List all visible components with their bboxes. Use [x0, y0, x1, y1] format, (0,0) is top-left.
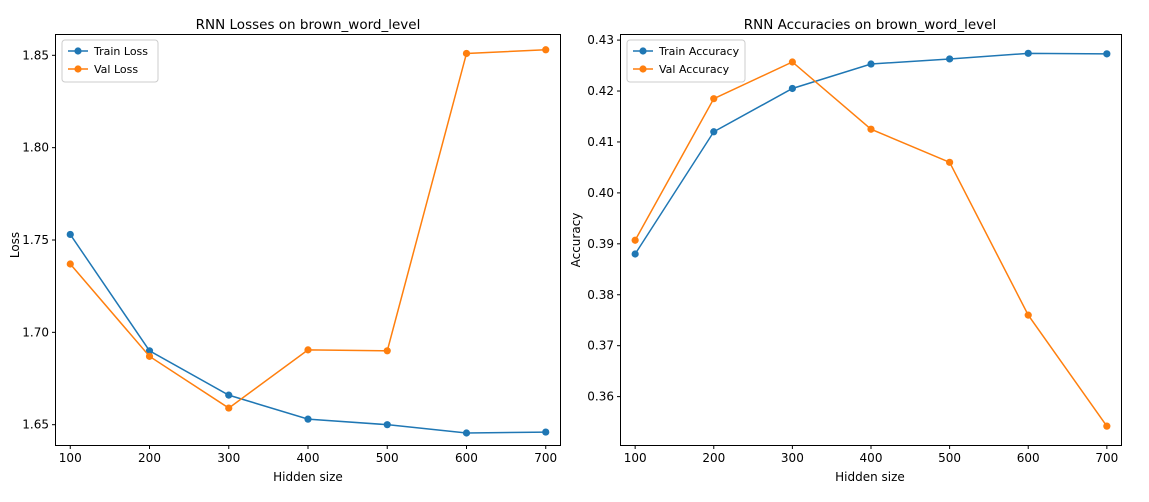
accuracy-chart-xtick-label: 200: [702, 451, 725, 465]
accuracy-chart-series-0-point: [631, 250, 639, 258]
loss-chart-xtick-label: 600: [455, 451, 478, 465]
loss-chart-title: RNN Losses on brown_word_level: [196, 17, 421, 33]
accuracy-chart-series-1-point: [1103, 422, 1111, 430]
loss-chart-series-1-point: [542, 46, 550, 54]
loss-chart-xtick-label: 200: [138, 451, 161, 465]
accuracy-chart-series-0-point: [710, 128, 718, 136]
accuracy-chart-series-1-point: [1024, 311, 1032, 319]
accuracy-chart-series-0-point: [867, 60, 875, 68]
accuracy-chart-plot-area: [631, 49, 1111, 430]
loss-chart-ytick-label: 1.65: [22, 418, 49, 432]
loss-chart-ylabel: Loss: [8, 232, 22, 258]
loss-chart-ytick-label: 1.85: [22, 48, 49, 62]
accuracy-chart-ytick-label: 0.38: [587, 288, 614, 302]
loss-chart-series-0-point: [145, 347, 154, 355]
accuracy-chart-series-0-point: [946, 55, 954, 63]
loss-chart-series-0-point: [383, 421, 391, 429]
loss-chart-xtick-label: 500: [376, 451, 399, 465]
accuracy-chart-ytick-label: 0.37: [587, 339, 614, 353]
accuracy-chart-series-1-point: [631, 236, 639, 244]
accuracy-chart-ytick-label: 0.43: [587, 33, 614, 47]
loss-chart-ytick-label: 1.75: [22, 233, 49, 247]
accuracy-chart: RNN Accuracies on brown_word_level Hidde…: [569, 17, 1122, 484]
accuracy-chart-legend-label: Val Accuracy: [659, 63, 730, 76]
accuracy-chart-xtick-label: 400: [860, 451, 883, 465]
loss-chart-ytick-label: 1.80: [22, 141, 49, 155]
accuracy-chart-series-0-point: [788, 84, 796, 93]
loss-chart-series-1-point: [225, 404, 233, 412]
loss-chart-legend-label: Train Loss: [93, 45, 148, 58]
accuracy-chart-series-1-point: [946, 158, 954, 166]
loss-chart-series-0-point: [66, 230, 74, 239]
accuracy-chart-ytick-label: 0.39: [587, 237, 614, 251]
accuracy-chart-series-1-point: [867, 125, 875, 133]
loss-chart-plot-area: [66, 46, 550, 437]
loss-chart-legend-marker: [74, 47, 82, 55]
loss-chart-ytick-label: 1.70: [22, 325, 49, 339]
loss-chart-legend-label: Val Loss: [94, 63, 138, 76]
loss-chart-series-0-point: [542, 428, 550, 436]
accuracy-chart-series-0-point: [1024, 49, 1032, 57]
accuracy-chart-legend: Train Accuracy Val Accuracy: [626, 39, 746, 83]
loss-chart: RNN Losses on brown_word_level Hidden si…: [8, 17, 561, 484]
loss-chart-series-1-point: [145, 352, 154, 360]
accuracy-chart-series-1-point: [788, 58, 796, 66]
accuracy-chart-legend-marker: [639, 65, 647, 73]
loss-chart-xtick-label: 300: [217, 451, 240, 465]
accuracy-chart-xlabel: Hidden size: [835, 470, 905, 484]
accuracy-chart-ylabel: Accuracy: [569, 213, 583, 268]
accuracy-chart-legend-box: [626, 39, 746, 83]
accuracy-chart-title: RNN Accuracies on brown_word_level: [744, 17, 996, 33]
accuracy-chart-ytick-label: 0.41: [587, 135, 614, 149]
loss-chart-xtick-label: 100: [59, 451, 82, 465]
accuracy-chart-legend-label: Train Accuracy: [658, 45, 740, 58]
accuracy-chart-xtick-label: 100: [624, 451, 647, 465]
loss-chart-series-0-point: [462, 429, 471, 437]
loss-chart-xlabel: Hidden size: [273, 470, 343, 484]
loss-chart-series-1-point: [304, 346, 312, 354]
accuracy-chart-xtick-label: 300: [781, 451, 804, 465]
loss-chart-xtick-label: 400: [297, 451, 320, 465]
accuracy-chart-series-0-point: [1103, 50, 1111, 58]
accuracy-chart-ytick-label: 0.40: [587, 186, 614, 200]
accuracy-chart-ytick-label: 0.42: [587, 84, 614, 98]
loss-chart-series-0-point: [304, 415, 312, 423]
loss-chart-xtick-label: 700: [534, 451, 557, 465]
loss-chart-series-1-point: [462, 49, 471, 58]
loss-chart-legend-marker: [74, 65, 82, 73]
accuracy-chart-legend-marker: [639, 47, 647, 55]
loss-chart-series-1-point: [66, 260, 74, 268]
accuracy-chart-xtick-label: 700: [1095, 451, 1118, 465]
loss-chart-legend: Train Loss Val Loss: [61, 39, 159, 83]
accuracy-chart-series-1-point: [710, 95, 718, 103]
accuracy-chart-xtick-label: 500: [938, 451, 961, 465]
accuracy-chart-ytick-label: 0.36: [587, 390, 614, 404]
accuracy-chart-xtick-label: 600: [1017, 451, 1040, 465]
loss-chart-series-1-point: [383, 347, 391, 355]
loss-chart-series-0-point: [225, 391, 233, 399]
